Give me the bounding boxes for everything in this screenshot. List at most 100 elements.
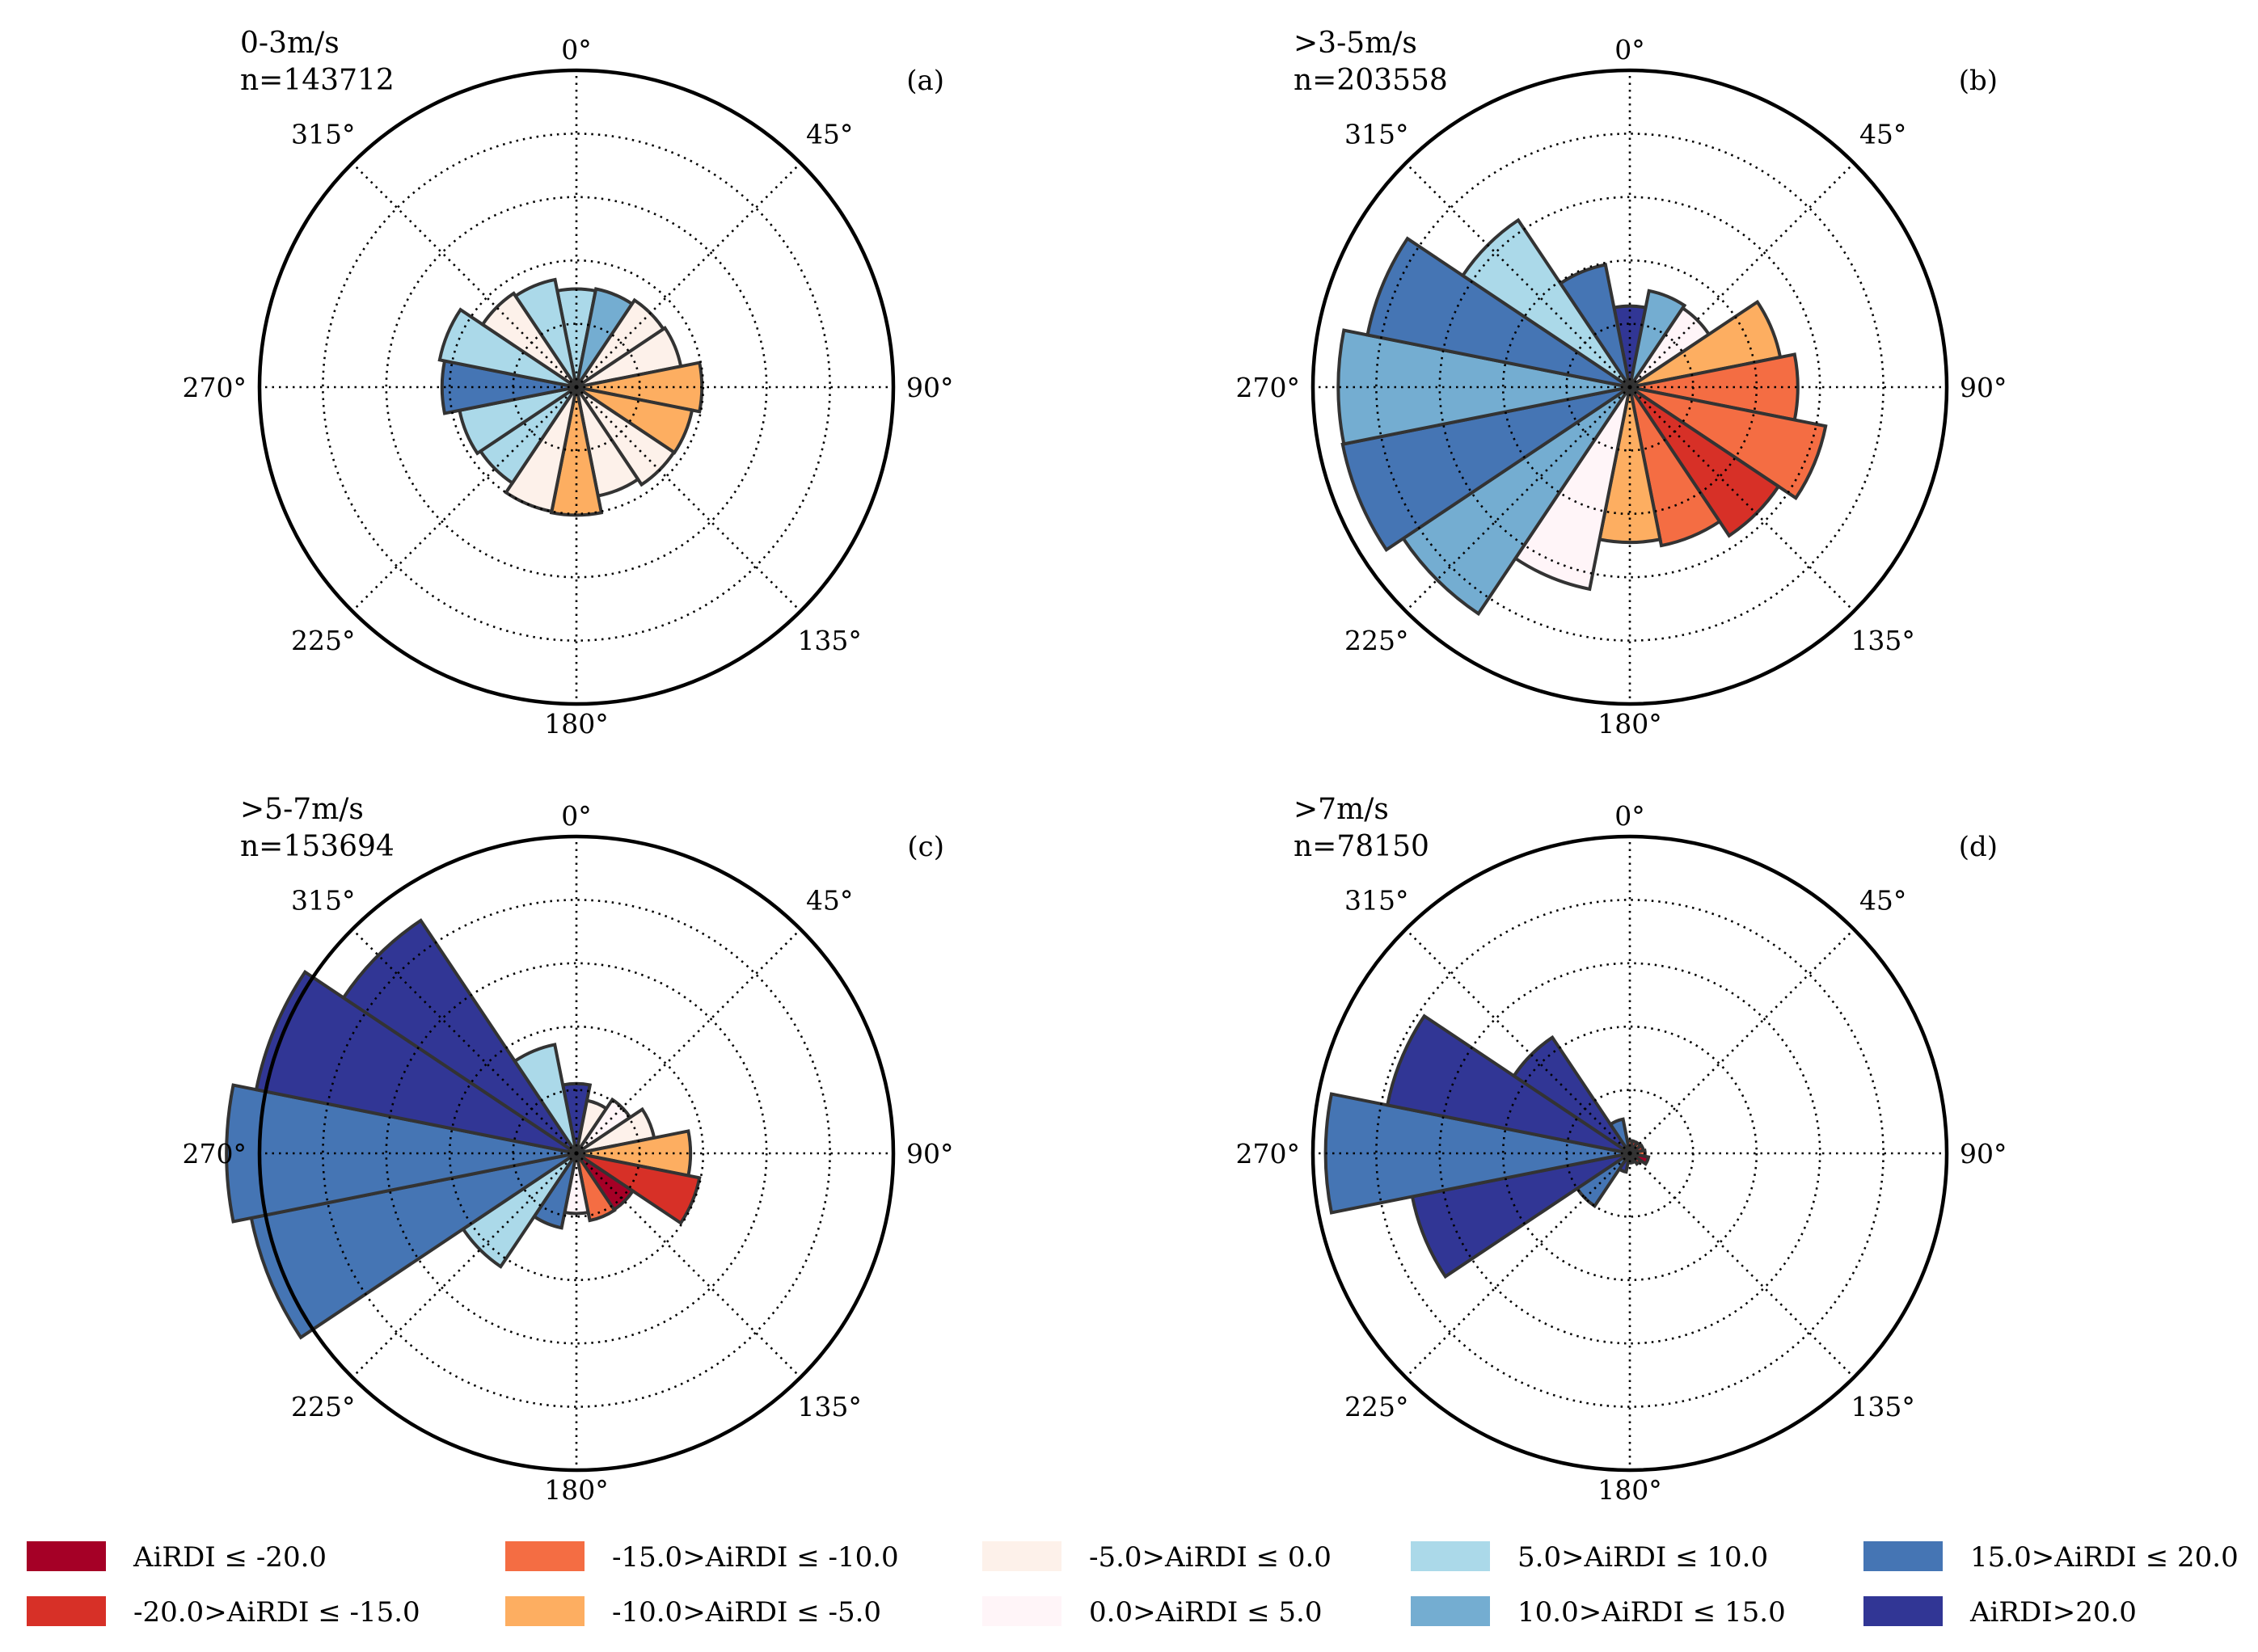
sample-count: n=143712: [240, 64, 395, 97]
legend-swatch: [1863, 1541, 1943, 1571]
angle-tick-label: 315°: [291, 885, 356, 917]
angle-tick-label: 180°: [1597, 1474, 1662, 1506]
radial-gridline: [1375, 899, 1884, 1408]
legend-label: 0.0>AiRDI ≤ 5.0: [1089, 1596, 1322, 1629]
angular-gridline: [1629, 1153, 1855, 1379]
legend-label: AiRDI ≤ -20.0: [133, 1541, 327, 1574]
wind-sector-bar: [1385, 1014, 1631, 1155]
angle-tick-label: 135°: [1851, 1391, 1915, 1422]
angular-gridline: [1404, 928, 1631, 1154]
wind-sector-bar: [1400, 386, 1631, 617]
polar-frame: [257, 834, 896, 1473]
angular-gridline: [351, 1153, 577, 1379]
legend-label: 5.0>AiRDI ≤ 10.0: [1517, 1541, 1768, 1574]
angle-tick-label: 45°: [1859, 885, 1907, 917]
legend-entry: -5.0>AiRDI ≤ 0.0: [982, 1541, 1332, 1574]
angle-tick-label: 180°: [544, 1474, 609, 1506]
legend-entry: 15.0>AiRDI ≤ 20.0: [1863, 1541, 2239, 1574]
panel-label: (c): [907, 831, 944, 863]
angle-tick-label: 225°: [291, 1391, 356, 1422]
wind-sector-bar: [254, 969, 578, 1155]
wind-sector-bar: [1558, 263, 1631, 389]
wind-sector-bar: [225, 1083, 577, 1224]
angular-gridline: [576, 162, 802, 388]
legend-entry: AiRDI>20.0: [1863, 1596, 2137, 1629]
wind-sector-bar: [480, 291, 578, 389]
angular-gridline: [351, 386, 577, 613]
wind-sector-bar: [575, 1152, 617, 1223]
angle-tick-label: 45°: [806, 885, 854, 917]
wind-sector-bar: [575, 1152, 702, 1226]
angular-gridline: [351, 162, 577, 388]
legend-swatch: [1411, 1541, 1490, 1571]
panel-title: >3-5m/s: [1294, 27, 1417, 60]
angle-tick-label: 270°: [1236, 372, 1301, 403]
angle-tick-label: 315°: [1344, 119, 1409, 150]
angular-gridline: [576, 928, 802, 1154]
legend-entry: -15.0>AiRDI ≤ -10.0: [505, 1541, 899, 1574]
angle-tick-label: 90°: [1960, 372, 2007, 403]
legend-label: -5.0>AiRDI ≤ 0.0: [1089, 1541, 1332, 1574]
sample-count: n=153694: [240, 830, 395, 863]
legend-swatch: [1863, 1596, 1943, 1626]
wind-sector-bar: [513, 1043, 578, 1155]
legend-swatch: [505, 1541, 585, 1571]
panel-title: >7m/s: [1294, 793, 1389, 826]
legend-swatch: [505, 1596, 585, 1626]
angular-gridline: [351, 928, 577, 1154]
angle-tick-label: 315°: [291, 119, 356, 150]
panel-label: (a): [906, 65, 944, 97]
legend-label: AiRDI>20.0: [1969, 1596, 2137, 1629]
angle-tick-label: 225°: [291, 625, 356, 656]
panel-title: 0-3m/s: [240, 27, 340, 60]
legend-swatch: [27, 1541, 106, 1571]
angular-gridline: [1629, 162, 1855, 388]
angle-tick-label: 0°: [561, 34, 592, 65]
angle-tick-label: 0°: [1614, 800, 1645, 832]
wind-sector-bar: [513, 277, 578, 389]
legend-entry: AiRDI ≤ -20.0: [27, 1541, 327, 1574]
radial-gridline: [385, 962, 768, 1345]
wind-sector-bar: [437, 307, 578, 389]
angle-tick-label: 180°: [544, 708, 609, 740]
legend-label: -15.0>AiRDI ≤ -10.0: [612, 1541, 899, 1574]
sector-bars: [1336, 217, 1828, 617]
legend-label: 15.0>AiRDI ≤ 20.0: [1970, 1541, 2239, 1574]
angular-gridline: [576, 386, 802, 613]
legend-entry: 10.0>AiRDI ≤ 15.0: [1411, 1596, 1786, 1629]
legend-swatch: [982, 1541, 1061, 1571]
radial-gridline: [322, 899, 831, 1408]
polar-frame: [1310, 68, 1949, 706]
polar-frame: [257, 68, 896, 706]
polar-panel: 0° 45° 90° 135° 180° 225° 270° 315° >7m/s n=78150…: [1236, 793, 2007, 1506]
legend-label: 10.0>AiRDI ≤ 15.0: [1517, 1596, 1786, 1629]
angular-gridline: [1629, 386, 1855, 613]
polar-panel: 0° 45° 90° 135° 180° 225° 270° 315° >5-7m/s n=153…: [183, 793, 954, 1506]
radial-gridline: [385, 196, 768, 579]
angular-gridline: [1404, 1153, 1631, 1379]
angle-tick-label: 315°: [1344, 885, 1409, 917]
sample-count: n=203558: [1294, 64, 1448, 97]
polar-panel: 0° 45° 90° 135° 180° 225° 270° 315° 0-3m/s n=1437…: [183, 27, 954, 740]
panel-title: >5-7m/s: [240, 793, 364, 826]
panel-label: (d): [1959, 831, 1998, 863]
angle-tick-label: 0°: [1614, 34, 1645, 65]
angle-tick-label: 225°: [1344, 625, 1409, 656]
radial-gridline: [1438, 962, 1821, 1345]
radial-gridline: [322, 133, 831, 642]
radial-gridline: [448, 259, 705, 516]
radial-gridline: [1375, 133, 1884, 642]
angle-tick-label: 135°: [1851, 625, 1915, 656]
angular-gridline: [576, 1153, 802, 1379]
angle-tick-label: 135°: [797, 1391, 862, 1422]
wind-sector-bar: [1608, 1117, 1631, 1155]
angle-tick-label: 180°: [1597, 708, 1662, 740]
wind-sector-bar: [1628, 386, 1828, 500]
angle-tick-label: 270°: [183, 372, 247, 403]
legend-swatch: [27, 1596, 106, 1626]
radial-gridline: [448, 1025, 705, 1282]
wind-sector-bar: [1365, 236, 1631, 389]
wind-sector-bar: [341, 918, 578, 1155]
legend-entry: 5.0>AiRDI ≤ 10.0: [1411, 1541, 1768, 1574]
